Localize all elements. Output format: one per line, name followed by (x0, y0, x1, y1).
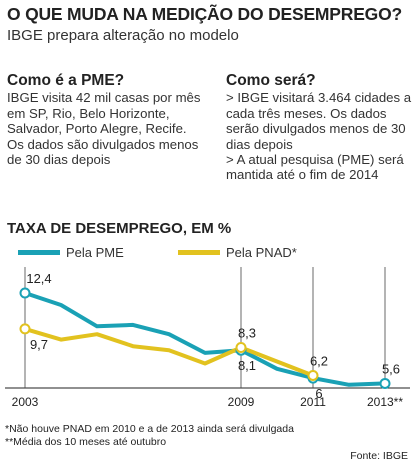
legend-label-1: Pela PME (66, 245, 124, 260)
data-point-2-2009 (235, 342, 247, 354)
new-method-item-1: > IBGE visitará 3.464 cidades a cada trê… (226, 90, 412, 152)
series-line-2 (23, 326, 315, 378)
x-tick-label-2011: 2011 (300, 395, 326, 409)
x-tick-label-2009: 2009 (228, 395, 255, 409)
source-note: Fonte: IBGE (350, 450, 408, 462)
page-subtitle: IBGE prepara alteração no modelo (7, 27, 239, 44)
x-tick-label-2013: 2013** (367, 395, 403, 409)
data-label-2-2011: 6,2 (310, 353, 328, 368)
data-label-1-2009: 8,1 (238, 358, 256, 373)
data-label-1-2011: 6 (315, 386, 322, 401)
footnote-pnad: *Não houve PNAD em 2010 e a de 2013 aind… (5, 423, 294, 435)
current-method-text: IBGE visita 42 mil casas por mês em SP, … (7, 90, 201, 168)
data-point-2-2003 (19, 323, 31, 335)
data-point-1-2013 (379, 377, 391, 389)
data-label-2-2009: 8,3 (238, 326, 256, 341)
data-label-1-2003: 12,4 (26, 271, 51, 286)
data-point-1-2003 (19, 287, 31, 299)
new-method-item-2: > A atual pesquisa (PME) será mantida at… (226, 152, 404, 183)
footnote-average: **Média dos 10 meses até outubro (5, 436, 167, 448)
chart-title: TAXA DE DESEMPREGO, EM % (7, 220, 232, 237)
new-method-section: Como será? > IBGE visitará 3.464 cidades… (226, 73, 412, 183)
current-method-section: Como é a PME? IBGE visita 42 mil casas p… (7, 73, 207, 167)
data-label-1-2013: 5,6 (382, 361, 400, 376)
current-method-heading: Como é a PME? (7, 72, 125, 89)
legend-swatch-2 (178, 250, 220, 255)
data-point-2-2011 (307, 369, 319, 381)
new-method-heading: Como será? (226, 72, 316, 89)
x-tick-label-2003: 2003 (12, 395, 39, 409)
series-line-1 (23, 291, 387, 387)
page-title: O QUE MUDA NA MEDIÇÃO DO DESEMPREGO? (7, 4, 402, 24)
legend-label-2: Pela PNAD* (226, 245, 297, 260)
data-label-2-2003: 9,7 (30, 337, 48, 352)
legend-swatch-1 (18, 250, 60, 255)
